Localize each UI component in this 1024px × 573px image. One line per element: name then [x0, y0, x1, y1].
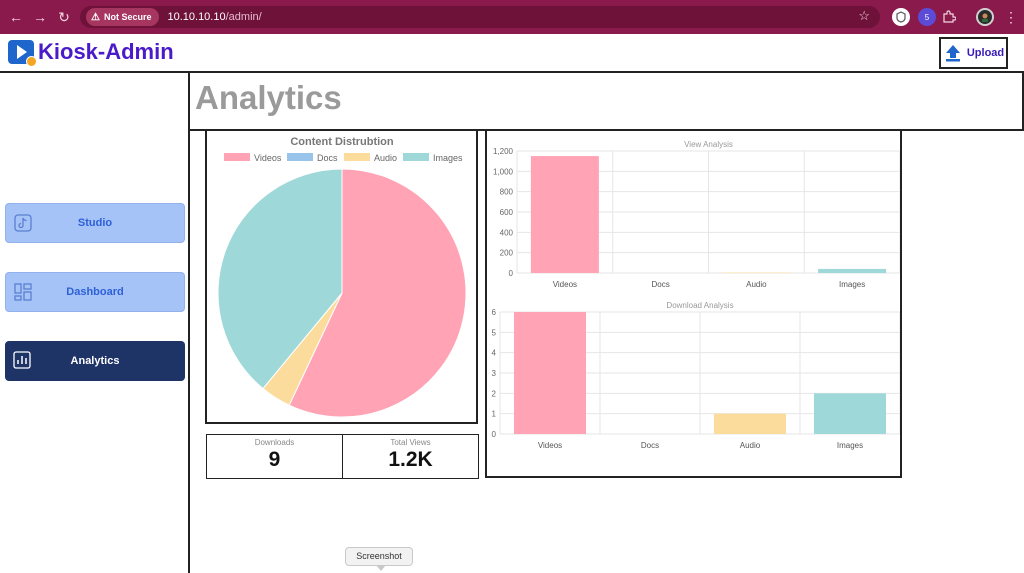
bar-images: [818, 268, 887, 273]
security-label: Not Secure: [103, 12, 152, 22]
logo-icon: [8, 40, 37, 67]
sidebar-item-label: Analytics: [70, 355, 120, 367]
pie-slice-videos: [288, 168, 467, 418]
warning-icon: ⚠: [91, 11, 100, 23]
sidebar-item-dashboard[interactable]: Dashboard: [5, 272, 185, 312]
legend-swatch-videos: [224, 153, 250, 161]
sidebar-item-label: Studio: [77, 217, 113, 229]
y-tick-label: 0: [509, 269, 514, 278]
y-tick-label: 600: [500, 208, 514, 217]
bar-audio: [722, 272, 791, 273]
tiktok-icon: [14, 214, 32, 232]
x-tick-label: Images: [837, 441, 863, 450]
x-tick-label: Docs: [652, 280, 670, 289]
x-tick-label: Audio: [740, 441, 761, 450]
brand-title: Kiosk-Admin: [38, 39, 174, 64]
screenshot-tooltip: Screenshot: [345, 547, 413, 571]
app-header: Kiosk-Admin Upload: [0, 34, 1024, 73]
y-tick-label: 4: [492, 349, 497, 358]
legend-label-images: Images: [433, 153, 463, 163]
bar-chart-title: Download Analysis: [666, 301, 733, 310]
extension-badge: 5: [924, 12, 930, 22]
total-views-stat: Total Views 1.2K: [342, 434, 479, 479]
y-tick-label: 1,000: [493, 167, 514, 176]
sidebar-item-studio[interactable]: Studio: [5, 203, 185, 243]
y-tick-label: 800: [500, 188, 514, 197]
y-tick-label: 200: [500, 249, 514, 258]
menu-icon[interactable]: ⋮: [1004, 8, 1018, 25]
title-bar: Analytics: [190, 73, 1024, 131]
y-tick-label: 6: [492, 308, 497, 317]
bar-images: [814, 393, 886, 434]
downloads-value: 9: [268, 448, 281, 471]
sidebar: Studio Dashboard Analytics: [0, 73, 190, 573]
legend-swatch-audio: [344, 153, 370, 161]
bar-chart-title: View Analysis: [684, 140, 733, 149]
legend-label-audio: Audio: [374, 153, 397, 163]
bar-audio: [714, 413, 786, 434]
total-views-value: 1.2K: [388, 448, 433, 471]
bar-charts-panel: View Analysis 0 200 400 600 800 1,000 1,200 Vide…: [485, 129, 902, 478]
downloads-stat: Downloads 9: [206, 434, 343, 479]
y-tick-label: 0: [492, 430, 497, 439]
y-tick-label: 1: [492, 410, 497, 419]
legend-label-docs: Docs: [317, 153, 338, 163]
legend-swatch-docs: [287, 153, 313, 161]
upload-icon: [943, 43, 963, 63]
address-bar[interactable]: ⚠ Not Secure 10.10.10.10/admin/ ☆: [80, 6, 880, 28]
url-text[interactable]: 10.10.10.10/admin/: [167, 11, 261, 23]
profile-icon[interactable]: [976, 8, 994, 26]
grid-icon: [14, 283, 32, 301]
x-tick-label: Videos: [553, 280, 577, 289]
upload-label: Upload: [966, 47, 1005, 59]
x-tick-label: Docs: [641, 441, 659, 450]
total-views-label: Total Views: [390, 438, 431, 447]
url-host: 10.10.10.10: [167, 11, 226, 23]
y-tick-label: 2: [492, 389, 497, 398]
y-tick-label: 400: [500, 228, 514, 237]
reload-icon[interactable]: ↻: [58, 8, 70, 25]
pie-chart: Content Distrubtion Videos Docs Audio Images: [217, 136, 467, 418]
sidebar-item-analytics[interactable]: Analytics: [5, 341, 185, 381]
forward-icon[interactable]: →: [33, 9, 47, 25]
pie-title: Content Distrubtion: [290, 136, 394, 148]
downloads-label: Downloads: [254, 438, 295, 447]
extension-icon[interactable]: [892, 8, 910, 26]
x-tick-label: Videos: [538, 441, 562, 450]
y-tick-label: 3: [492, 369, 497, 378]
bar-videos: [530, 156, 599, 273]
y-tick-label: 1,200: [493, 147, 514, 156]
back-icon[interactable]: ←: [9, 9, 23, 25]
pie-slice-images: [217, 168, 343, 390]
content-distribution-panel: Content Distrubtion Videos Docs Audio Images: [205, 129, 478, 424]
y-tick-label: 5: [492, 328, 497, 337]
x-tick-label: Images: [839, 280, 865, 289]
sidebar-item-label: Dashboard: [66, 286, 124, 298]
x-tick-label: Audio: [746, 280, 767, 289]
browser-toolbar: ← → ↻ ⚠ Not Secure 10.10.10.10/admin/ ☆ …: [0, 0, 1024, 34]
star-icon[interactable]: ☆: [858, 8, 870, 23]
url-path: /admin/: [225, 11, 262, 23]
puzzle-icon[interactable]: [940, 8, 958, 26]
legend-label-videos: Videos: [254, 153, 282, 163]
chart-icon: [13, 351, 31, 369]
extension-badge-icon[interactable]: 5: [918, 8, 936, 26]
page-title: Analytics: [195, 79, 342, 116]
bar-videos: [514, 312, 586, 434]
bar-charts: View Analysis 0 200 400 600 800 1,000 1,200 Vide…: [492, 140, 901, 450]
legend-swatch-images: [403, 153, 429, 161]
upload-button[interactable]: Upload: [939, 37, 1008, 69]
security-chip[interactable]: ⚠ Not Secure: [86, 8, 160, 26]
